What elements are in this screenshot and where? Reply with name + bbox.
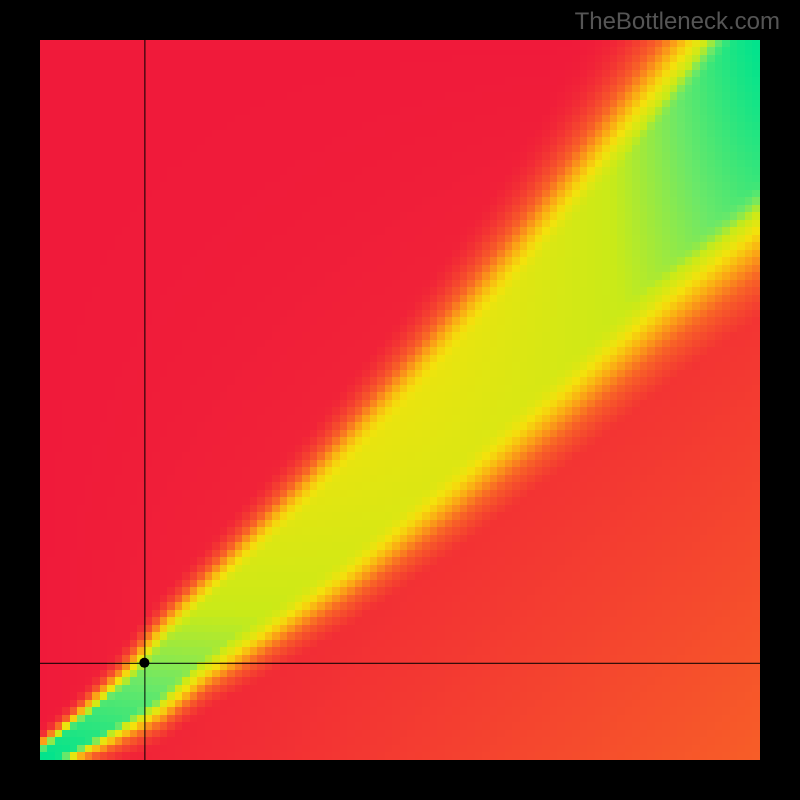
watermark-text: TheBottleneck.com <box>575 8 780 36</box>
heatmap-plot-area <box>40 40 760 760</box>
heatmap-canvas <box>40 40 760 760</box>
